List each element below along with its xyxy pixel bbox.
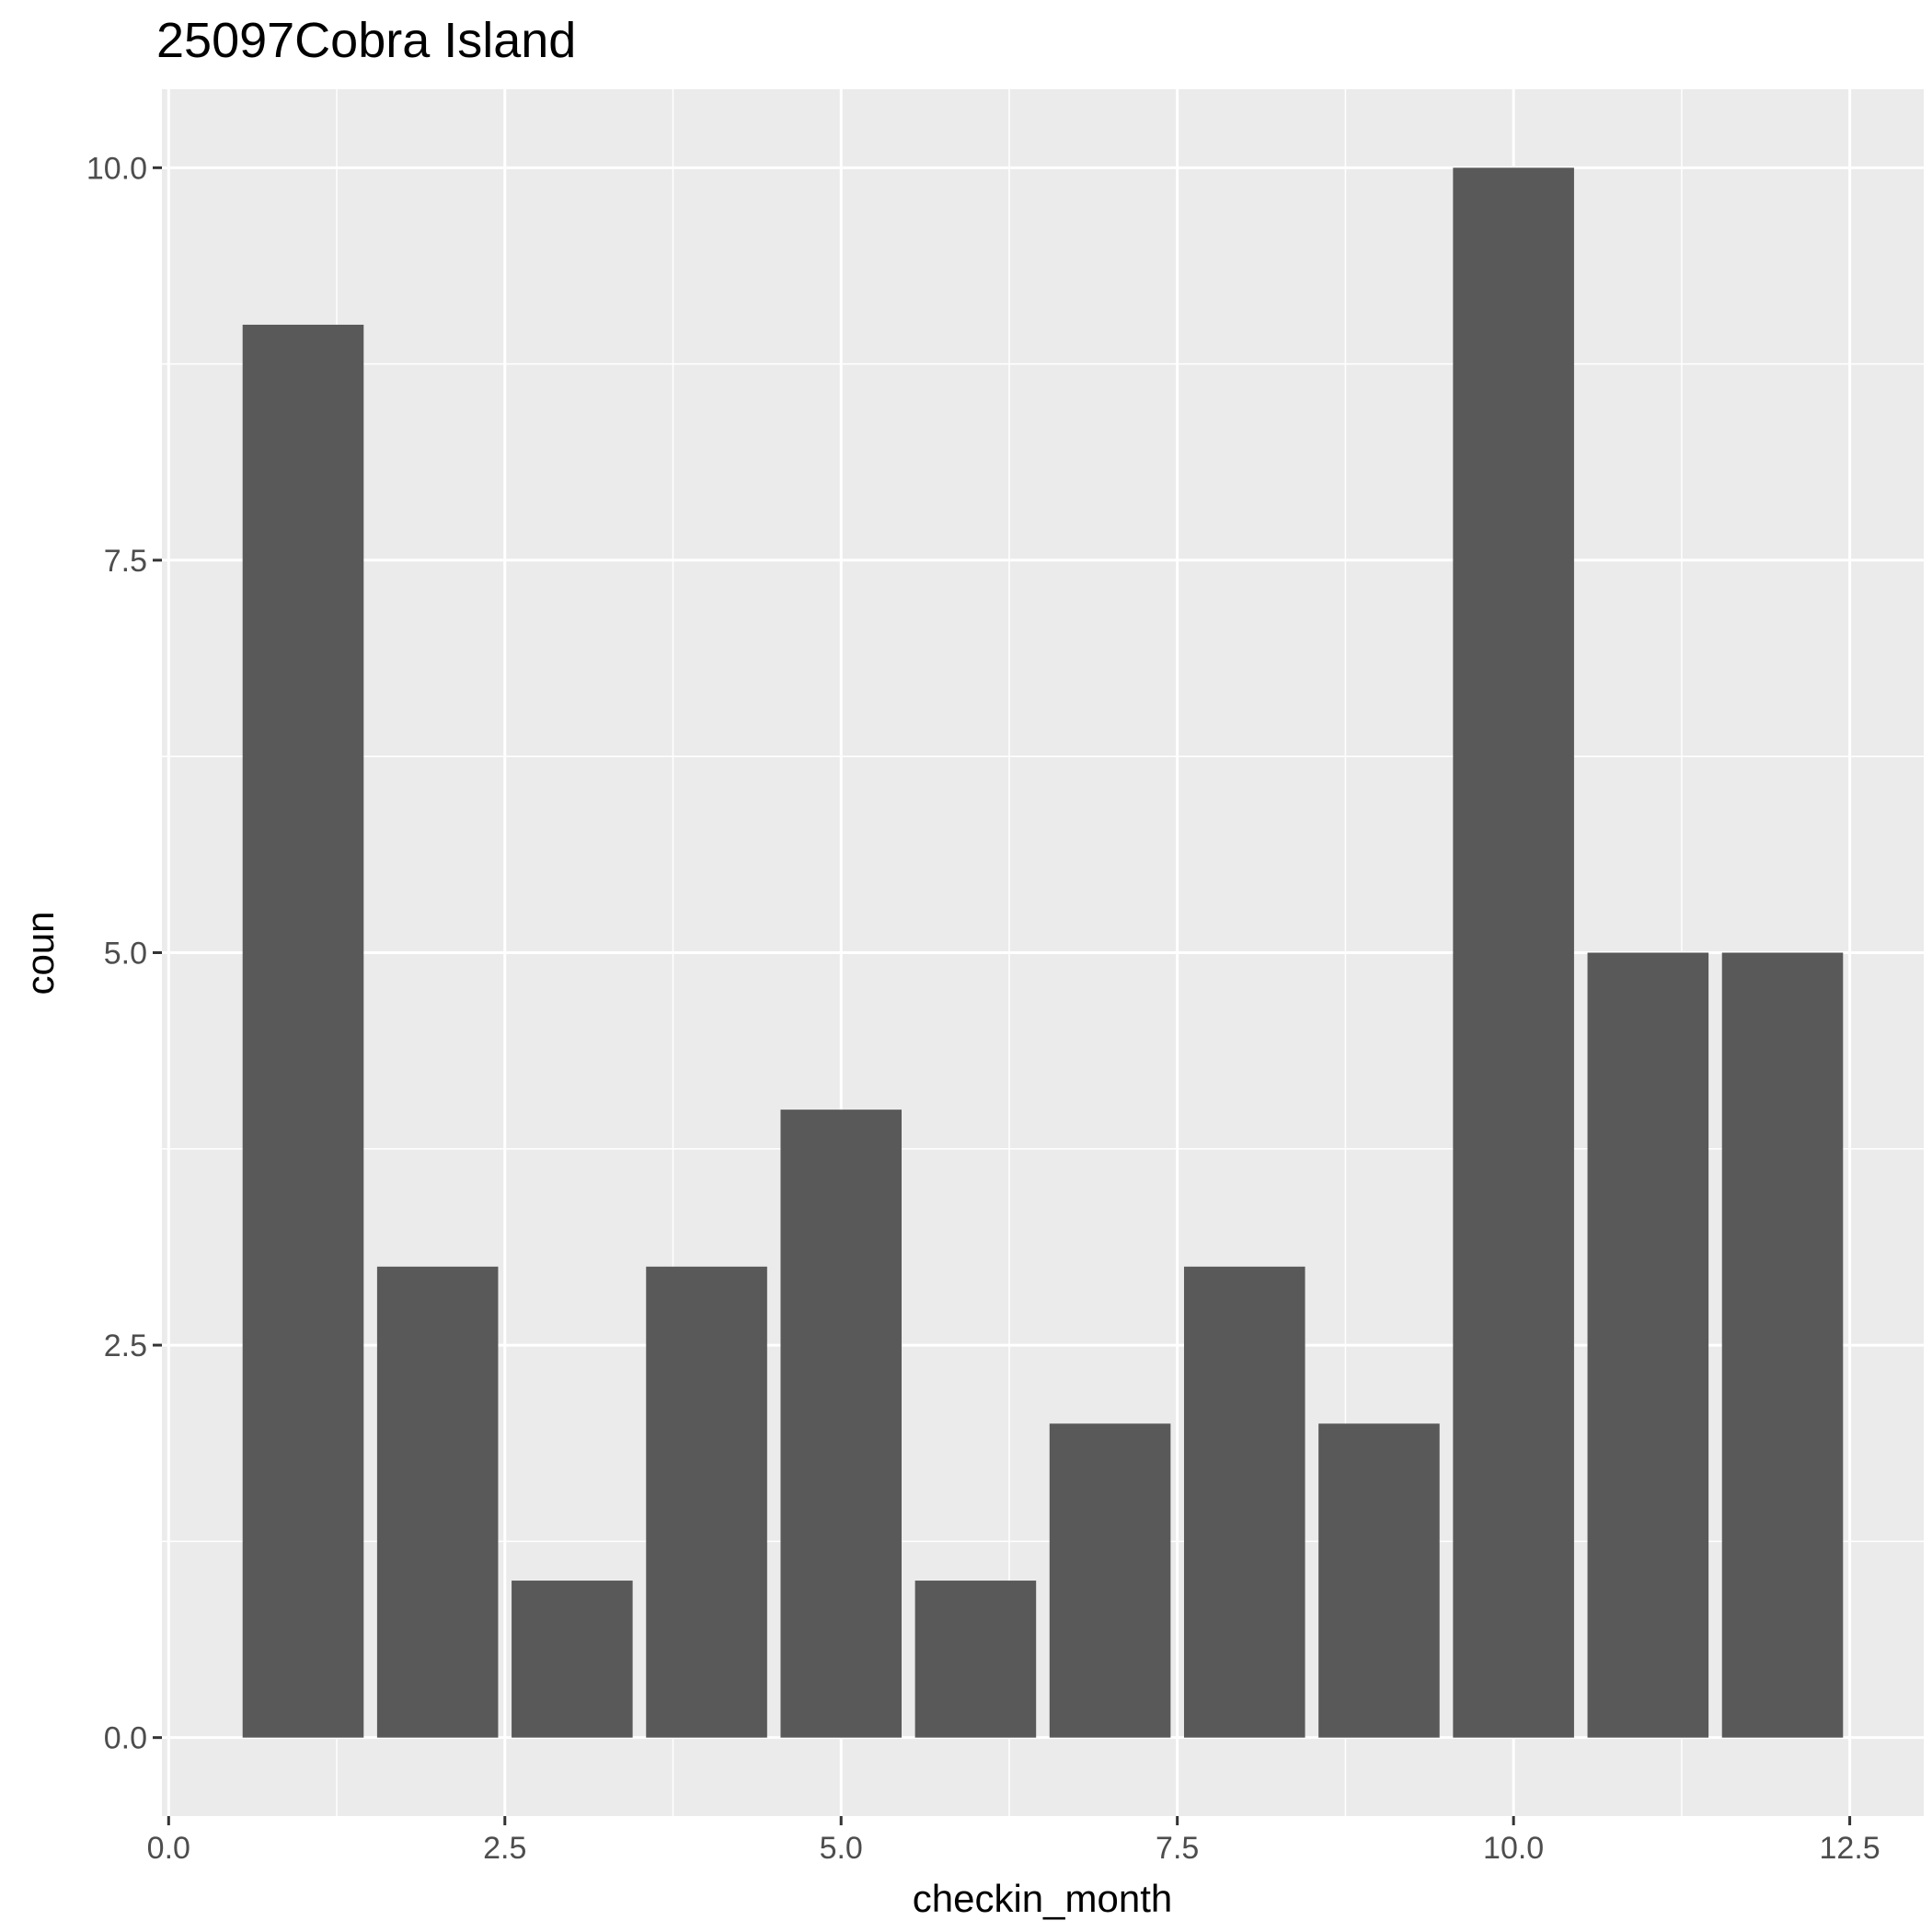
bar-month-10 (1453, 167, 1574, 1738)
bar-month-12 (1721, 952, 1844, 1738)
x-tick-label: 5.0 (820, 1831, 863, 1866)
x-tick-label: 10.0 (1483, 1831, 1544, 1866)
bar-month-4 (646, 1266, 767, 1738)
y-tick-label: 2.5 (104, 1328, 147, 1363)
chart-title: 25097Cobra Island (156, 13, 576, 68)
bar-month-6 (914, 1581, 1037, 1738)
x-tick-label: 0.0 (147, 1831, 190, 1866)
bar-month-1 (242, 324, 364, 1738)
y-tick-label: 7.5 (104, 544, 147, 579)
bar-month-5 (780, 1110, 903, 1738)
bars (242, 167, 1844, 1738)
bar-month-9 (1318, 1423, 1440, 1738)
x-tick-label: 7.5 (1156, 1831, 1199, 1866)
y-axis-title: coun (18, 911, 62, 995)
x-axis: 0.0 2.5 5.0 7.5 10.0 12.5 (147, 1816, 1880, 1866)
x-tick-label: 2.5 (483, 1831, 526, 1866)
bar-month-7 (1049, 1423, 1171, 1738)
x-axis-title: checkin_month (913, 1877, 1173, 1920)
y-tick-label: 10.0 (86, 151, 147, 186)
bar-month-3 (512, 1581, 633, 1738)
bar-month-11 (1587, 952, 1709, 1738)
bar-month-8 (1183, 1266, 1305, 1738)
bar-month-2 (376, 1266, 499, 1738)
y-tick-label: 0.0 (104, 1721, 147, 1756)
y-tick-label: 5.0 (104, 937, 147, 972)
y-axis: 0.0 2.5 5.0 7.5 10.0 (86, 151, 162, 1756)
x-tick-label: 12.5 (1820, 1831, 1880, 1866)
